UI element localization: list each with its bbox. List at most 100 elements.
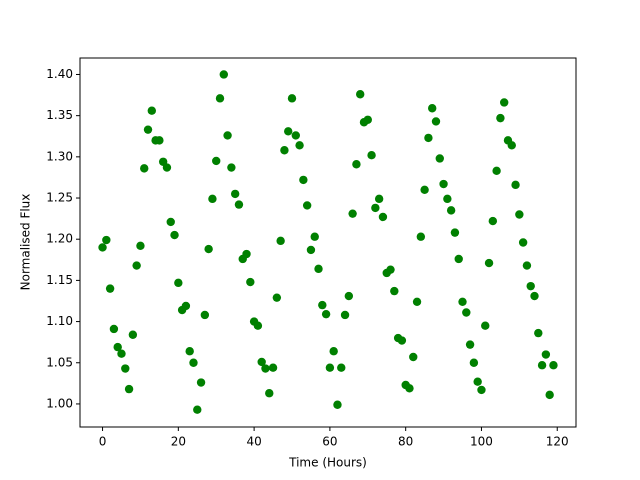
data-point	[162, 163, 172, 172]
data-point	[344, 291, 354, 301]
data-point	[526, 281, 535, 291]
data-point	[378, 212, 388, 222]
data-point	[329, 347, 338, 356]
data-point	[128, 330, 138, 339]
data-point	[121, 364, 130, 373]
data-point	[492, 166, 501, 176]
y-tick-label: 1.10	[46, 314, 73, 328]
y-tick-label: 1.35	[46, 108, 73, 122]
data-point	[242, 249, 251, 259]
data-point	[257, 357, 266, 367]
data-point	[234, 200, 244, 209]
data-point	[185, 347, 194, 356]
data-point	[515, 210, 524, 219]
x-tick-label: 120	[546, 435, 569, 449]
data-point	[189, 358, 198, 367]
data-point	[268, 363, 278, 372]
data-point	[545, 390, 554, 400]
data-point	[499, 98, 509, 107]
data-point	[287, 94, 297, 103]
y-tick-label: 1.05	[46, 355, 73, 369]
y-axis-label: Normalised Flux	[19, 194, 33, 291]
data-point	[318, 300, 327, 310]
y-tick-label: 1.00	[46, 396, 73, 410]
data-point	[371, 203, 380, 213]
data-point	[193, 405, 202, 414]
data-point	[477, 385, 486, 395]
data-point	[465, 340, 475, 349]
data-point	[428, 104, 437, 113]
data-point	[484, 258, 494, 268]
data-point	[310, 232, 319, 241]
data-point	[136, 241, 145, 250]
data-point	[98, 243, 107, 252]
data-point	[299, 175, 308, 185]
data-point	[223, 131, 232, 140]
data-point	[181, 301, 191, 311]
data-point	[230, 189, 240, 199]
data-point	[541, 350, 551, 359]
data-point	[204, 244, 213, 254]
y-tick-label: 1.20	[46, 232, 73, 246]
x-tick-label: 40	[246, 435, 261, 449]
data-point	[488, 216, 498, 226]
data-point	[469, 358, 479, 367]
data-point	[276, 236, 285, 246]
data-point	[291, 131, 300, 140]
y-tick-label: 1.15	[46, 273, 73, 287]
data-point	[420, 185, 429, 194]
data-point	[496, 113, 505, 123]
data-point	[416, 232, 426, 241]
x-tick-label: 20	[171, 435, 186, 449]
data-point	[356, 90, 365, 99]
x-axis-label: Time (Hours)	[288, 456, 367, 470]
data-point	[147, 106, 157, 115]
x-tick-label: 60	[322, 435, 337, 449]
data-point	[405, 384, 414, 393]
data-point	[431, 117, 441, 126]
y-tick-label: 1.25	[46, 191, 73, 205]
data-point	[321, 309, 331, 319]
y-tick-label: 1.30	[46, 149, 73, 163]
data-point	[386, 265, 395, 274]
data-point	[302, 201, 312, 210]
data-point	[284, 127, 293, 136]
data-point	[337, 363, 346, 372]
data-point	[124, 384, 134, 394]
data-point	[227, 163, 236, 172]
data-point	[374, 194, 384, 204]
data-point	[208, 194, 217, 204]
data-point	[253, 321, 263, 330]
data-point	[348, 209, 357, 218]
data-point	[117, 349, 126, 358]
data-point	[215, 94, 225, 103]
data-point	[170, 230, 179, 240]
data-point	[102, 235, 111, 245]
data-point	[352, 160, 361, 169]
data-point	[174, 278, 183, 288]
data-point	[473, 377, 482, 386]
data-point	[454, 254, 463, 264]
data-point	[280, 146, 289, 155]
data-point	[333, 400, 342, 409]
data-point	[511, 180, 520, 190]
data-point	[446, 206, 456, 215]
data-point	[443, 194, 452, 204]
data-point	[462, 308, 471, 317]
data-point	[439, 179, 448, 189]
data-point	[212, 156, 221, 166]
y-tick-label: 1.40	[46, 67, 73, 81]
data-point	[522, 261, 532, 270]
data-point	[458, 297, 467, 307]
data-point	[481, 321, 490, 330]
data-point	[537, 361, 547, 370]
data-point	[109, 324, 119, 334]
data-point	[272, 293, 282, 302]
data-point	[435, 154, 444, 163]
data-point	[363, 115, 372, 124]
data-point	[196, 378, 206, 387]
data-point	[450, 228, 460, 237]
data-point	[534, 328, 543, 338]
data-point	[390, 286, 399, 296]
